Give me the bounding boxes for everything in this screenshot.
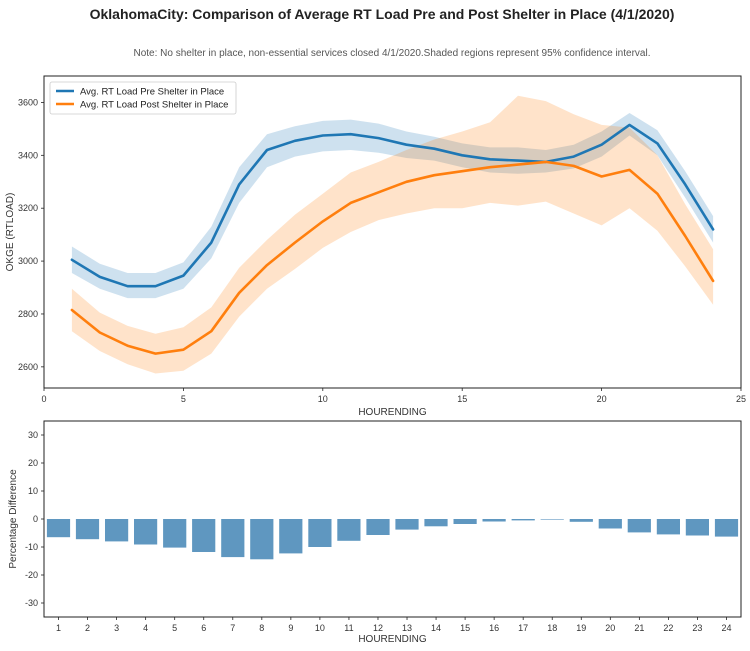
line-y-tick-label: 3200 (18, 203, 38, 213)
bar-hour-15 (453, 519, 477, 524)
bar-hour-16 (482, 519, 506, 522)
bar-hour-11 (337, 519, 361, 541)
line-x-tick-label: 10 (318, 394, 328, 404)
series-line-post (70, 160, 715, 355)
chart-note: Note: No shelter in place, non-essential… (134, 48, 651, 59)
bar-x-tick-label: 16 (489, 623, 499, 633)
bar-hour-22 (656, 519, 680, 535)
bar-plot-frame (43, 420, 742, 618)
bar-x-tick-label: 17 (518, 623, 528, 633)
bar-x-tick-label: 14 (431, 623, 441, 633)
bar-hour-2 (75, 519, 100, 540)
legend-label-pre: Avg. RT Load Pre Shelter in Place (80, 87, 224, 98)
line-x-tick-label: 15 (457, 394, 467, 404)
bar-x-tick-label: 13 (402, 623, 412, 633)
bar-x-ticks: 1 2 3 4 5 6 7 8 9 10 11 12 13 14 15 16 17 18 19 20 21 22 23 24 (56, 617, 731, 633)
bar-x-tick-label: 21 (634, 623, 644, 633)
bar-hour-6 (192, 519, 216, 552)
bar-x-tick-label: 7 (230, 623, 235, 633)
bar-y-tick-label: -10 (25, 542, 38, 552)
bar-x-tick-label: 10 (315, 623, 325, 633)
bar-x-tick-label: 22 (663, 623, 673, 633)
bar-y-tick-label: -30 (25, 598, 38, 608)
bar-x-tick-label: 9 (288, 623, 293, 633)
bar-hour-8 (250, 519, 274, 560)
bar-y-tick-label: 10 (28, 486, 38, 496)
bar-x-tick-label: 19 (576, 623, 586, 633)
bar-hour-18 (540, 519, 564, 520)
bar-x-tick-label: 11 (344, 623, 353, 633)
bar-hour-12 (366, 519, 390, 535)
bar-y-tick-label: -20 (25, 570, 38, 580)
legend: Avg. RT Load Pre Shelter in Place Avg. R… (49, 81, 237, 115)
line-chart-panel: 0 5 10 15 20 25 2600 2800 3000 3200 3400 3600 HOUR… (5, 75, 746, 418)
bar-hour-17 (511, 519, 535, 521)
bar-y-tick-label: 20 (28, 458, 38, 468)
bar-hour-14 (424, 519, 448, 527)
line-x-tick-label: 25 (736, 394, 746, 404)
bar-y-tick-label: 0 (33, 514, 38, 524)
bar-x-tick-label: 15 (460, 623, 470, 633)
bar-x-tick-label: 3 (114, 623, 119, 633)
line-y-tick-label: 2600 (18, 362, 38, 372)
bar-hour-23 (685, 519, 709, 536)
bar-x-tick-label: 2 (85, 623, 90, 633)
line-plot-frame (43, 75, 742, 389)
bar-hour-20 (598, 519, 622, 529)
bar-hour-4 (134, 519, 158, 545)
line-y-tick-label: 3400 (18, 150, 38, 160)
line-x-tick-label: 5 (181, 394, 186, 404)
legend-box (49, 81, 237, 115)
line-x-axis-label: HOURENDING (358, 407, 427, 418)
line-x-tick-label: 0 (41, 394, 46, 404)
bar-x-tick-label: 24 (721, 623, 731, 633)
bar-hour-19 (569, 519, 593, 522)
bar-hour-3 (105, 519, 129, 542)
line-series-group (70, 123, 715, 355)
bar-chart-panel: 1 2 3 4 5 6 7 8 9 10 11 12 13 14 15 16 17 18 19 20 21 22 23 24 … (8, 420, 742, 645)
bar-x-tick-label: 8 (259, 623, 264, 633)
bar-hour-5 (163, 519, 187, 548)
bar-hour-13 (395, 519, 419, 530)
bar-x-tick-label: 6 (201, 623, 206, 633)
bar-x-tick-label: 20 (605, 623, 615, 633)
line-y-axis-label: OKGE (RTLOAD) (5, 193, 16, 272)
bar-hour-21 (627, 519, 651, 533)
bar-hour-24 (714, 519, 739, 537)
bar-hour-10 (308, 519, 332, 547)
line-y-tick-label: 3000 (18, 256, 38, 266)
bar-hour-9 (279, 519, 303, 554)
bar-x-tick-label: 1 (56, 623, 61, 633)
line-y-tick-label: 2800 (18, 309, 38, 319)
bar-y-tick-label: 30 (28, 430, 38, 440)
bar-x-tick-label: 18 (547, 623, 557, 633)
line-x-tick-label: 20 (597, 394, 607, 404)
bar-x-tick-label: 23 (692, 623, 702, 633)
chart-title: OklahomaCity: Comparison of Average RT L… (90, 6, 675, 22)
bar-y-axis-label: Percentage Difference (8, 469, 19, 569)
line-y-tick-label: 3600 (18, 97, 38, 107)
bar-hour-7 (221, 519, 245, 558)
bar-x-axis-label: HOURENDING (358, 634, 427, 645)
series-line-pre (70, 123, 715, 288)
bars-group (46, 519, 739, 560)
bar-x-tick-label: 12 (373, 623, 383, 633)
legend-label-post: Avg. RT Load Post Shelter in Place (80, 100, 228, 111)
bar-hour-1 (46, 519, 71, 538)
bar-x-tick-label: 4 (143, 623, 148, 633)
bar-x-tick-label: 5 (172, 623, 177, 633)
